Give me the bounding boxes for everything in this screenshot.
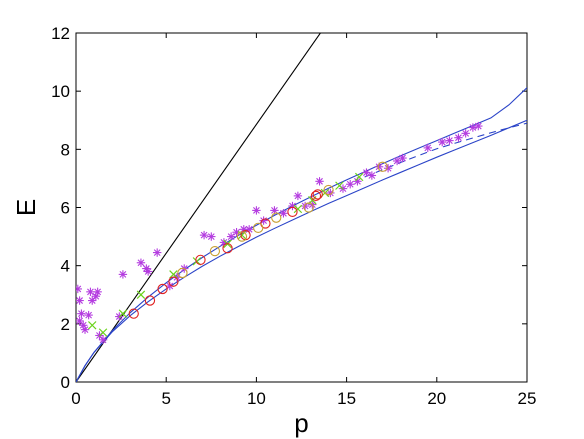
asterisk-marker xyxy=(438,137,447,147)
asterisk-marker xyxy=(199,230,209,240)
y-tick-label: 6 xyxy=(61,199,70,218)
x-axis-label: p xyxy=(294,408,308,438)
y-tick-label: 10 xyxy=(51,82,70,101)
series-layer xyxy=(76,33,527,382)
series-line-0 xyxy=(76,33,322,382)
circle-marker xyxy=(287,206,298,218)
circle-marker xyxy=(209,245,221,257)
x-tick-label: 15 xyxy=(337,389,356,408)
circle-marker xyxy=(253,222,264,234)
x-tick-label: 25 xyxy=(518,389,537,408)
asterisk-marker xyxy=(474,121,483,131)
y-tick-label: 12 xyxy=(51,24,70,43)
asterisk-marker xyxy=(136,258,146,267)
circle-marker xyxy=(312,189,323,200)
asterisk-marker xyxy=(454,133,463,142)
x-marker xyxy=(98,328,108,337)
asterisk-marker xyxy=(346,180,355,189)
x-marker xyxy=(293,204,303,214)
x-tick-label: 0 xyxy=(71,389,80,408)
asterisk-marker xyxy=(252,206,261,215)
asterisk-marker xyxy=(445,136,454,145)
circle-marker xyxy=(128,308,139,319)
y-tick-label: 0 xyxy=(61,373,70,392)
circle-marker xyxy=(323,184,334,196)
asterisk-marker xyxy=(367,171,377,180)
x-tick-label: 20 xyxy=(427,389,446,408)
circle-marker xyxy=(377,161,388,172)
y-tick-label: 8 xyxy=(61,140,70,159)
circle-marker xyxy=(310,190,322,202)
y-tick-label: 4 xyxy=(61,257,70,276)
asterisk-marker xyxy=(226,232,236,241)
asterisk-marker xyxy=(93,287,102,297)
circle-marker xyxy=(168,276,179,287)
x-tick-label: 5 xyxy=(161,389,170,408)
axis-ticks: 0 5 10 15 20 25 0 2 4 6 8 10 12 xyxy=(51,24,536,408)
x-marker xyxy=(169,270,178,279)
asterisk-marker xyxy=(77,309,86,318)
asterisk-marker xyxy=(398,153,407,163)
circle-marker xyxy=(144,295,156,306)
y-tick-label: 2 xyxy=(61,315,70,334)
asterisk-marker xyxy=(468,123,478,132)
asterisk-marker xyxy=(86,287,95,297)
asterisk-marker xyxy=(315,177,324,186)
x-marker xyxy=(118,309,128,318)
circle-marker xyxy=(222,243,233,254)
asterisk-marker xyxy=(279,209,288,218)
circle-marker xyxy=(236,231,248,242)
asterisk-marker xyxy=(84,310,93,320)
asterisk-marker xyxy=(423,143,432,153)
x-marker xyxy=(355,172,364,182)
circle-marker xyxy=(177,267,188,279)
circle-marker xyxy=(157,283,168,295)
asterisk-marker xyxy=(461,129,470,138)
circle-marker xyxy=(195,254,206,265)
asterisk-marker xyxy=(165,281,175,291)
asterisk-marker xyxy=(383,164,393,173)
asterisk-marker xyxy=(98,335,108,345)
x-tick-label: 10 xyxy=(247,389,266,408)
asterisk-marker xyxy=(152,248,162,257)
x-marker xyxy=(136,290,146,299)
x-marker xyxy=(88,321,97,330)
asterisk-marker xyxy=(80,325,90,334)
series-line-1 xyxy=(76,119,527,382)
plot-area-frame xyxy=(75,32,528,383)
circle-marker xyxy=(303,202,314,213)
asterisk-marker xyxy=(118,270,128,279)
series-line-3 xyxy=(364,122,527,178)
asterisk-marker xyxy=(76,284,83,294)
asterisk-marker xyxy=(244,225,254,234)
circle-marker xyxy=(271,212,282,223)
asterisk-marker xyxy=(300,201,310,211)
y-axis-label: E xyxy=(11,199,41,216)
x-marker xyxy=(335,181,344,190)
asterisk-marker xyxy=(76,296,84,305)
asterisk-marker xyxy=(293,191,303,201)
asterisk-marker xyxy=(207,232,216,241)
asterisk-marker xyxy=(143,267,153,276)
